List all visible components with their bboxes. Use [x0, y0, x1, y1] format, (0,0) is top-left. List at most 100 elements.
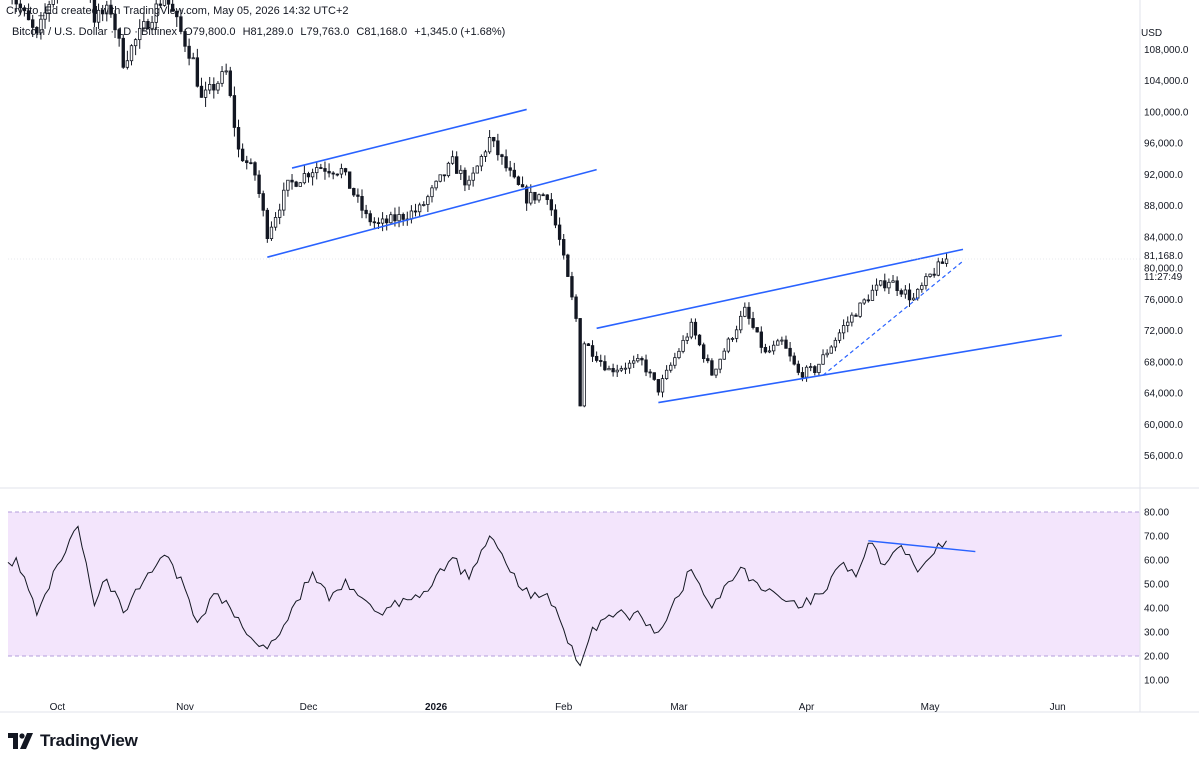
candle: [92, 0, 97, 27]
candle: [940, 258, 945, 264]
candle-body: [47, 4, 51, 14]
candle: [236, 119, 241, 158]
candle-body: [166, 0, 171, 5]
candle: [434, 180, 438, 191]
candle-body: [183, 31, 187, 47]
candle-body: [611, 368, 615, 373]
candle: [471, 167, 475, 187]
candle-body: [220, 71, 224, 84]
last-price-label: 81,168.0: [1144, 251, 1183, 262]
candle: [212, 77, 216, 99]
candle: [228, 66, 232, 98]
rsi-tick-label: 30.00: [1144, 628, 1169, 639]
candle-body: [944, 258, 949, 264]
candle-body: [681, 339, 685, 352]
candle: [129, 44, 134, 66]
candle: [652, 372, 656, 381]
candle-body: [51, 0, 55, 5]
candle: [677, 348, 681, 360]
trendline: [267, 168, 597, 258]
candle-body: [701, 344, 706, 359]
price-tick-label: 96,000.0: [1144, 139, 1183, 150]
candle-body: [199, 85, 204, 98]
candle: [117, 28, 121, 47]
rsi-tick-label: 10.00: [1144, 676, 1169, 687]
candle: [734, 325, 739, 343]
candle-body: [615, 369, 619, 373]
candle-body: [841, 325, 846, 334]
candle-body: [434, 180, 438, 189]
candle-body: [854, 314, 858, 317]
candle: [557, 217, 562, 246]
candle: [759, 326, 763, 354]
candle: [632, 355, 636, 369]
candle: [426, 194, 430, 212]
price-tick-label: 56,000.0: [1144, 451, 1183, 462]
candle-body: [640, 358, 644, 361]
candle: [133, 38, 138, 56]
candle-body: [578, 318, 582, 407]
candle: [895, 276, 899, 297]
candle-body: [125, 60, 130, 68]
symbol-name[interactable]: Bitcoin / U.S. Dollar · 1D · Bitfinex: [12, 26, 178, 38]
candle: [51, 0, 55, 8]
candle-body: [96, 9, 101, 23]
time-tick-label: Mar: [670, 702, 688, 713]
candle-body: [463, 169, 467, 186]
candle: [755, 327, 759, 333]
candle: [669, 362, 673, 373]
candle-body: [310, 172, 315, 178]
candle-body: [356, 194, 360, 197]
candle-body: [343, 168, 348, 173]
candle: [290, 174, 294, 190]
candle-body: [870, 289, 875, 301]
candle-body: [191, 57, 195, 60]
candle-body: [278, 209, 282, 218]
candle-body: [426, 196, 430, 205]
candle: [175, 9, 179, 27]
candle: [878, 280, 883, 287]
candle-body: [549, 199, 554, 211]
candle: [422, 201, 426, 207]
candle: [331, 171, 335, 180]
candle: [850, 312, 854, 327]
time-tick-label: Jun: [1050, 702, 1066, 713]
candle: [257, 170, 261, 198]
candle-body: [438, 174, 442, 182]
price-tick-label: 64,000.0: [1144, 389, 1183, 400]
time-tick-label: Dec: [300, 702, 318, 713]
candle: [183, 29, 187, 52]
candle-body: [652, 372, 656, 380]
candle-body: [450, 156, 455, 164]
candle-body: [669, 364, 673, 371]
candle: [928, 273, 932, 278]
candle: [315, 161, 319, 180]
candle-body: [146, 21, 150, 30]
candle-body: [372, 221, 377, 224]
candle: [640, 356, 644, 366]
candle: [899, 288, 903, 298]
candle: [562, 233, 566, 260]
tradingview-logo[interactable]: TradingView: [8, 731, 138, 751]
candle: [195, 48, 200, 88]
candle: [294, 180, 298, 188]
candle: [903, 285, 908, 299]
candle: [500, 153, 504, 165]
candle: [780, 336, 784, 345]
candle: [533, 191, 537, 204]
candle: [920, 282, 924, 293]
trendline: [596, 248, 964, 330]
candle: [11, 0, 13, 5]
candle: [121, 34, 125, 69]
candle: [792, 352, 796, 366]
candle: [35, 26, 39, 39]
candle: [125, 50, 130, 70]
candle-body: [780, 339, 784, 342]
candle: [109, 0, 113, 18]
symbol-legend[interactable]: Bitcoin / U.S. Dollar · 1D · Bitfinex O7…: [12, 26, 509, 38]
candle-body: [508, 167, 512, 171]
candle: [763, 343, 768, 354]
candle-body: [767, 350, 772, 353]
candle-body: [154, 3, 158, 23]
currency-label[interactable]: USD: [1141, 28, 1163, 39]
